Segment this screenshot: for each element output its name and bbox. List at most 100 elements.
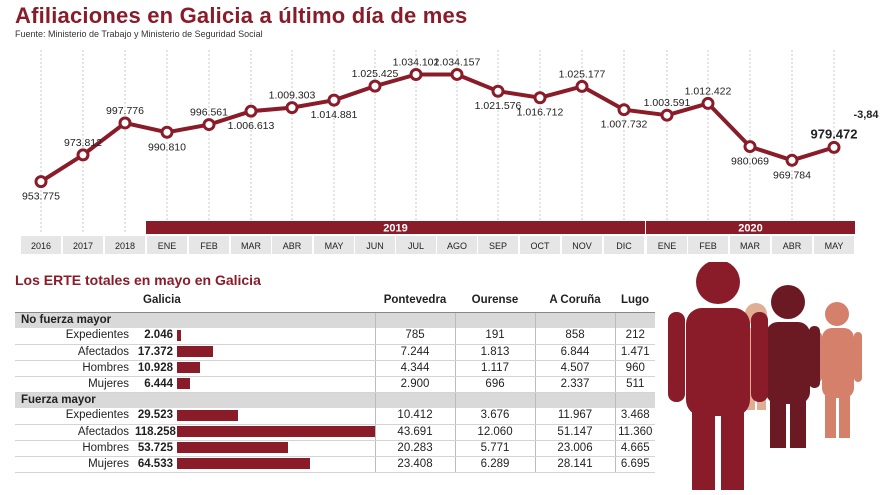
- galicia-value: 53.725: [135, 440, 177, 457]
- x-tick-label: MAR: [740, 241, 761, 251]
- galicia-bar: [177, 425, 376, 437]
- affiliations-line-chart: 2019 2020 2016 2017 2018 ENE FEB MAR ABR MAY JUN JU…: [21, 50, 879, 254]
- galicia-value: 10.928: [135, 360, 177, 377]
- chart-title: Afiliaciones en Galicia a último día de …: [15, 3, 468, 28]
- x-tick-label: NOV: [572, 241, 592, 251]
- data-label: 996.561: [190, 107, 228, 119]
- x-tick-label: OCT: [531, 241, 551, 251]
- data-label: 997.776: [106, 105, 144, 117]
- province-value: 43.691: [374, 424, 456, 441]
- column-header: Ourense: [455, 290, 536, 313]
- erte-header-row: Galicia Pontevedra Ourense A Coruña Lugo: [15, 290, 656, 313]
- table-row: Afectados 118.258 43.691 12.060 51.147 11.360: [15, 424, 656, 441]
- province-value: 511: [614, 376, 656, 393]
- data-point: [660, 108, 674, 122]
- table-row: Hombres 10.928 4.344 1.117 4.507 960: [15, 360, 656, 377]
- province-value: 11.967: [534, 408, 616, 425]
- year-group-bar: [646, 221, 855, 234]
- province-value: 4.665: [614, 440, 656, 457]
- province-value: 696: [454, 376, 536, 393]
- galicia-bar: [177, 441, 288, 453]
- data-label: 979.472: [811, 126, 858, 141]
- x-tick-label: ENE: [158, 241, 177, 251]
- data-point: [785, 153, 799, 167]
- row-label: Mujeres: [15, 456, 135, 473]
- x-tick-label: MAY: [825, 241, 844, 251]
- province-value: 23.006: [534, 440, 616, 457]
- change-annotation: -3,84: [853, 109, 879, 121]
- data-label: 1.034.102: [393, 57, 440, 69]
- province-value: 2.337: [534, 376, 616, 393]
- x-tick-box: [105, 236, 145, 254]
- data-point: [34, 175, 48, 189]
- year-group-label: 2019: [383, 223, 407, 235]
- province-value: 5.771: [454, 440, 536, 457]
- data-label: 1.021.576: [475, 100, 522, 112]
- x-tick-label: ENE: [658, 241, 677, 251]
- data-label: 1.006.613: [228, 120, 275, 132]
- province-value: 4.344: [374, 360, 456, 377]
- galicia-value: 17.372: [135, 344, 177, 361]
- column-header: A Coruña: [535, 290, 616, 313]
- province-value: 12.060: [454, 424, 536, 441]
- data-point: [76, 148, 90, 162]
- province-value: 11.360: [614, 424, 656, 441]
- galicia-value: 6.444: [135, 376, 177, 393]
- data-label: 980.069: [731, 156, 769, 168]
- erte-title: Los ERTE totales en mayo en Galicia: [15, 272, 261, 288]
- table-row: Expedientes 2.046 785 191 858 212: [15, 328, 656, 345]
- person-small-tan: [814, 302, 862, 438]
- year-group-bar: [146, 221, 645, 234]
- column-header: Pontevedra: [375, 290, 456, 313]
- province-value: 51.147: [534, 424, 616, 441]
- table-row: Mujeres 6.444 2.900 696 2.337 511: [15, 376, 656, 393]
- x-tick-box: [814, 236, 854, 254]
- x-tick-label: 2016: [31, 241, 51, 251]
- province-value: 6.289: [454, 456, 536, 473]
- table-row: Hombres 53.725 20.283 5.771 23.006 4.665: [15, 440, 656, 457]
- x-tick-box: [355, 236, 395, 254]
- data-label: 969.784: [773, 169, 811, 181]
- data-point: [743, 140, 757, 154]
- data-label: 1.012.422: [685, 85, 732, 97]
- galicia-bar: [177, 409, 238, 421]
- year-group-label: 2020: [738, 223, 762, 235]
- x-tick-box: [396, 236, 436, 254]
- x-tick-box: [730, 236, 770, 254]
- x-tick-box: [520, 236, 560, 254]
- x-tick-label: FEB: [200, 241, 218, 251]
- data-point: [118, 116, 132, 130]
- table-row: Afectados 17.372 7.244 1.813 6.844 1.471: [15, 344, 656, 361]
- province-value: 23.408: [374, 456, 456, 473]
- galicia-bar: [177, 457, 311, 469]
- x-tick-box: [604, 236, 644, 254]
- data-point: [701, 96, 715, 110]
- galicia-value: 64.533: [135, 456, 177, 473]
- data-point: [160, 125, 174, 139]
- province-value: 1.813: [454, 344, 536, 361]
- row-label: Hombres: [15, 440, 135, 457]
- x-tick-box: [63, 236, 103, 254]
- row-label: Expedientes: [15, 328, 135, 345]
- table-row: Expedientes 29.523 10.412 3.676 11.967 3.468: [15, 408, 656, 425]
- x-tick-box: [437, 236, 477, 254]
- galicia-bar: [177, 361, 200, 373]
- data-point: [409, 68, 423, 82]
- province-value: 6.844: [534, 344, 616, 361]
- data-point: [617, 103, 631, 117]
- data-point: [575, 79, 589, 93]
- x-tick-label: FEB: [699, 241, 717, 251]
- x-tick-label: JUL: [408, 241, 424, 251]
- data-point: [327, 93, 341, 107]
- x-tick-box: [647, 236, 687, 254]
- column-header: Galicia: [15, 290, 376, 313]
- galicia-bar: [177, 329, 182, 341]
- province-value: 7.244: [374, 344, 456, 361]
- x-tick-label: SEP: [489, 241, 507, 251]
- x-tick-box: [478, 236, 518, 254]
- province-value: 858: [534, 328, 616, 345]
- galicia-value: 2.046: [135, 328, 177, 345]
- x-tick-label: MAR: [241, 241, 262, 251]
- province-value: 960: [614, 360, 656, 377]
- province-value: 1.117: [454, 360, 536, 377]
